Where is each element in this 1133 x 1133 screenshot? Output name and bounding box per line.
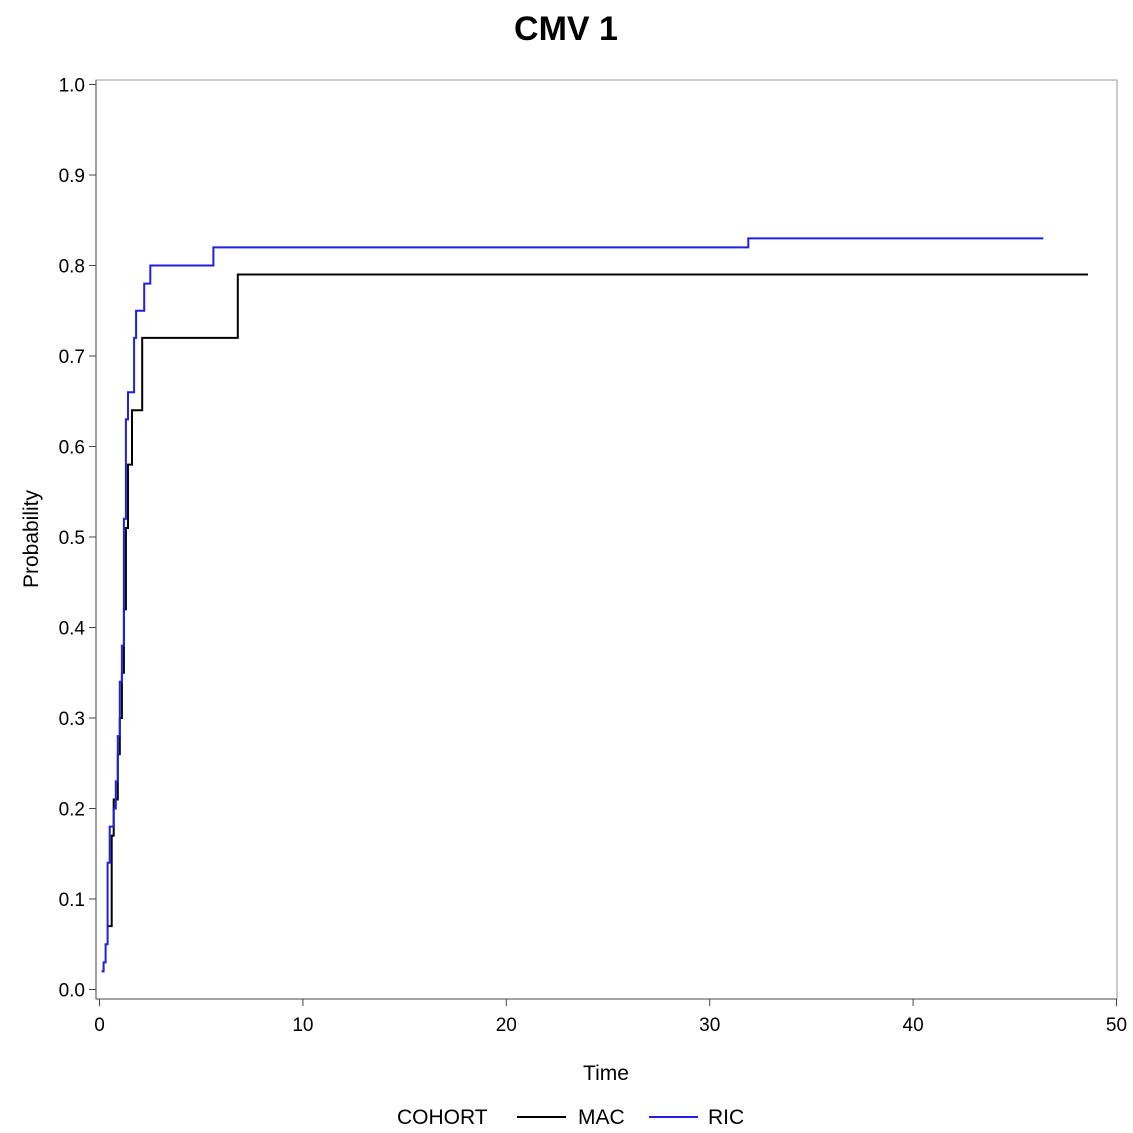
x-tick-label: 10 — [292, 1015, 313, 1036]
series-layer — [101, 237, 1088, 973]
legend-title: COHORT — [397, 1106, 488, 1129]
y-axis-label: Probability — [20, 489, 43, 588]
y-tick-label: 0.6 — [59, 438, 85, 459]
x-axis-label: Time — [583, 1062, 629, 1085]
x-tick-label: 20 — [496, 1015, 517, 1036]
y-tick-label: 0.2 — [59, 800, 85, 821]
legend-label-ric: RIC — [708, 1106, 744, 1129]
series-line-ric — [101, 237, 1044, 973]
plot-frame — [95, 79, 1118, 1000]
y-tick-label: 0.0 — [59, 981, 85, 1002]
legend: COHORT MAC RIC — [397, 1106, 744, 1129]
y-tick-label: 1.0 — [59, 76, 85, 97]
y-axis-ticks: 0.0 0.1 0.2 0.3 0.4 0.5 0.6 0.7 0.8 0.9 1.0 — [59, 76, 96, 1002]
y-tick-label: 0.1 — [59, 890, 85, 911]
legend-label-mac: MAC — [578, 1106, 625, 1129]
y-tick-label: 0.3 — [59, 709, 85, 730]
series-line-mac — [107, 273, 1088, 928]
y-tick-label: 0.7 — [59, 347, 85, 368]
x-tick-label: 30 — [699, 1015, 720, 1036]
y-tick-label: 0.4 — [59, 619, 86, 640]
x-tick-label: 40 — [903, 1015, 924, 1036]
chart-title: CMV 1 — [514, 10, 618, 48]
y-tick-label: 0.5 — [59, 528, 85, 549]
x-tick-label: 0 — [94, 1015, 105, 1036]
x-tick-label: 50 — [1106, 1015, 1127, 1036]
y-tick-label: 0.9 — [59, 166, 85, 187]
x-axis-ticks: 0 10 20 30 40 50 — [94, 999, 1127, 1036]
y-tick-label: 0.8 — [59, 257, 85, 278]
